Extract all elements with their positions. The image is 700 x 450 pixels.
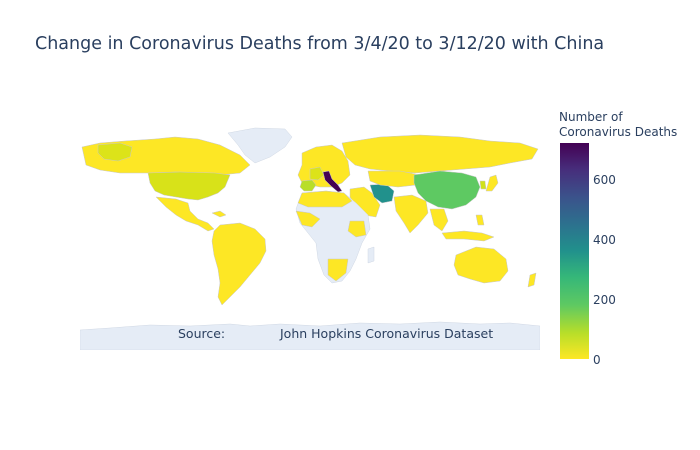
colorbar-tick-600: 600 xyxy=(593,173,616,187)
region-australia[interactable] xyxy=(453,246,509,284)
region-africa[interactable] xyxy=(295,190,371,284)
colorbar-tick-200: 200 xyxy=(593,293,616,307)
region-united-states[interactable] xyxy=(147,171,231,201)
region-indonesia[interactable] xyxy=(441,230,495,242)
region-france[interactable] xyxy=(309,166,325,181)
colorbar-title-line2: Coronavirus Deaths xyxy=(559,125,678,139)
region-central-asia[interactable] xyxy=(367,170,421,188)
colorbar-title-line1: Number of xyxy=(559,110,623,124)
region-madagascar[interactable] xyxy=(367,246,375,264)
region-south-asia[interactable] xyxy=(393,194,429,234)
region-southern-africa[interactable] xyxy=(327,258,349,282)
region-east-africa[interactable] xyxy=(347,220,367,238)
region-southeast-asia[interactable] xyxy=(429,208,449,232)
region-caribbean[interactable] xyxy=(211,210,227,218)
colorbar-title: Number of Coronavirus Deaths xyxy=(559,110,677,140)
colorbar xyxy=(560,143,589,359)
region-new-zealand[interactable] xyxy=(527,272,537,288)
region-west-africa[interactable] xyxy=(295,210,321,228)
region-south-america[interactable] xyxy=(211,222,267,306)
region-china[interactable] xyxy=(413,170,481,210)
source-label: Source: xyxy=(178,326,226,341)
region-greenland[interactable] xyxy=(227,127,293,164)
region-mexico[interactable] xyxy=(155,196,215,232)
region-alaska[interactable] xyxy=(97,142,133,162)
region-philippines[interactable] xyxy=(475,214,485,226)
region-italy[interactable] xyxy=(322,170,343,193)
colorbar-tick-0: 0 xyxy=(593,353,601,367)
region-spain[interactable] xyxy=(299,179,317,192)
region-russia[interactable] xyxy=(341,134,539,174)
region-south-korea[interactable] xyxy=(479,180,487,190)
colorbar-tick-400: 400 xyxy=(593,233,616,247)
colorbar-gradient xyxy=(560,143,589,359)
chart-title: Change in Coronavirus Deaths from 3/4/20… xyxy=(35,34,605,54)
region-antarctica[interactable] xyxy=(80,321,540,350)
region-north-africa[interactable] xyxy=(297,190,353,208)
region-japan[interactable] xyxy=(485,174,499,192)
world-map[interactable] xyxy=(80,125,540,350)
source-text: John Hopkins Coronavirus Dataset xyxy=(280,326,494,341)
